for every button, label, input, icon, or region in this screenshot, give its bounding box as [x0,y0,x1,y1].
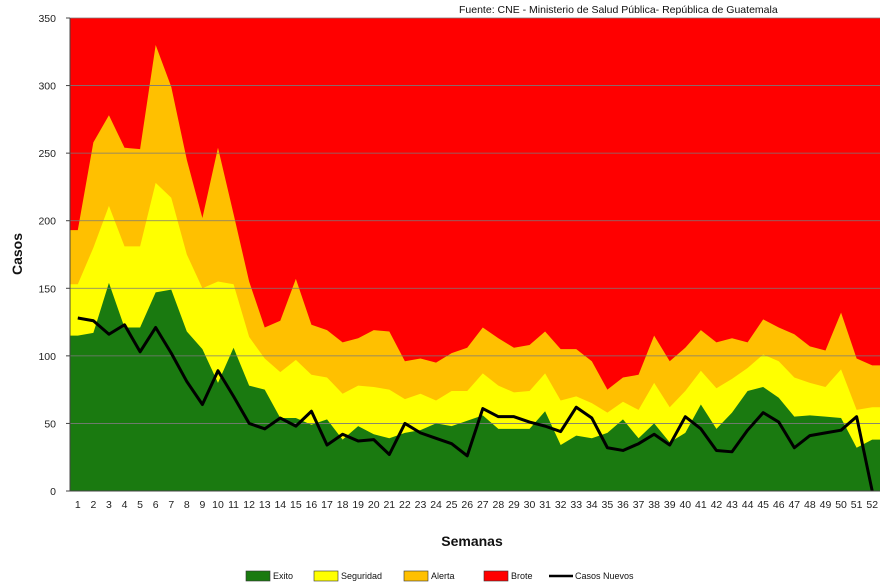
x-tick-label: 17 [321,499,333,511]
y-tick-label: 250 [38,148,56,160]
legend-label: Seguridad [341,571,382,581]
source-note: Fuente: CNE - Ministerio de Salud Públic… [459,4,778,16]
x-tick-label: 39 [664,499,676,511]
x-tick-label: 29 [508,499,520,511]
x-tick-label: 30 [524,499,536,511]
x-tick-label: 11 [228,499,239,511]
x-tick-label: 27 [477,499,489,511]
x-tick-label: 34 [586,499,598,511]
y-tick-label: 0 [50,486,56,498]
legend-item-casos-nuevos: Casos Nuevos [549,571,634,581]
x-tick-label: 40 [679,499,691,511]
x-tick-label: 24 [430,499,442,511]
x-tick-label: 38 [648,499,660,511]
y-axis-title: Casos [9,233,25,275]
x-tick-label: 50 [835,499,847,511]
x-tick-label: 44 [742,499,754,511]
x-tick-label: 13 [259,499,271,511]
x-tick-label: 33 [570,499,582,511]
x-tick-label: 22 [399,499,411,511]
x-tick-label: 31 [539,499,551,511]
x-tick-label: 8 [184,499,190,511]
legend-label: Casos Nuevos [575,571,634,581]
legend-item-seguridad: Seguridad [313,570,382,582]
y-tick-label: 150 [38,283,56,295]
x-tick-label: 36 [617,499,629,511]
x-tick-label: 21 [383,499,395,511]
x-tick-label: 41 [695,499,707,511]
y-tick-label: 200 [38,216,56,228]
y-tick-label: 300 [38,81,56,93]
x-tick-label: 6 [153,499,159,511]
x-tick-label: 49 [820,499,832,511]
x-tick-label: 28 [493,499,505,511]
x-tick-label: 1 [75,499,81,511]
series-line-casos-nuevos [77,316,874,492]
legend-swatch [313,570,339,582]
x-tick-label: 12 [243,499,255,511]
x-tick-label: 5 [137,499,143,511]
y-axis-ticks: 0 50 100 150 200 250 300 350 [38,13,70,498]
legend-item-brote: Brote [483,570,533,582]
y-tick-label: 100 [38,351,56,363]
y-tick-label: 350 [38,13,56,25]
x-tick-label: 23 [415,499,427,511]
x-tick-label: 15 [290,499,302,511]
legend-label: Brote [511,571,533,581]
legend-item-exito: Exito [245,570,293,582]
legend-swatch [245,570,271,582]
legend-label: Alerta [431,571,455,581]
x-tick-label: 45 [757,499,769,511]
x-tick-label: 46 [773,499,785,511]
x-tick-label: 25 [446,499,458,511]
x-tick-label: 35 [602,499,614,511]
legend: Exito Seguridad Alerta Brote Casos Nuevos [245,570,634,582]
x-tick-label: 52 [866,499,878,511]
x-tick-label: 18 [337,499,349,511]
x-tick-label: 19 [352,499,364,511]
gridlines [70,17,880,424]
x-tick-label: 4 [122,499,128,511]
x-tick-label: 20 [368,499,380,511]
x-tick-label: 2 [90,499,96,511]
x-axis-ticks: 1 2 3 4 5 6 7 8 9 10 11 12 13 14 15 16 17 18 19 20 21 22 23 24 2… [75,499,878,511]
legend-label: Exito [273,571,293,581]
x-axis-title: Semanas [441,533,503,549]
x-tick-label: 10 [212,499,224,511]
x-tick-label: 37 [633,499,645,511]
x-tick-label: 42 [711,499,723,511]
x-tick-label: 16 [306,499,318,511]
series-layer [69,17,880,492]
x-tick-label: 32 [555,499,567,511]
legend-swatch [403,570,429,582]
x-tick-label: 7 [168,499,174,511]
x-tick-label: 9 [199,499,205,511]
x-tick-label: 51 [851,499,863,511]
x-tick-label: 43 [726,499,738,511]
x-tick-label: 48 [804,499,816,511]
x-tick-label: 26 [461,499,473,511]
y-tick-label: 50 [44,418,56,430]
legend-swatch [483,570,509,582]
x-tick-label: 3 [106,499,112,511]
series-area-exito [70,282,880,491]
x-tick-label: 47 [788,499,800,511]
x-tick-label: 14 [274,499,286,511]
legend-item-alerta: Alerta [403,570,455,582]
